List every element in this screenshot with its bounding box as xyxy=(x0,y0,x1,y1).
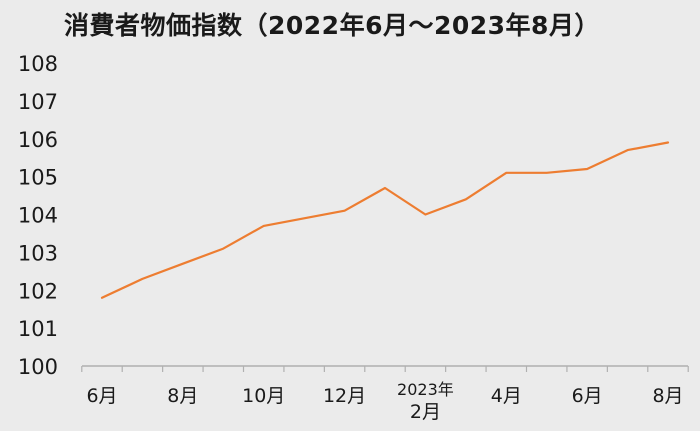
x-tick-label: 6月 xyxy=(86,385,117,407)
y-tick-label: 105 xyxy=(18,166,58,190)
series-line xyxy=(100,141,670,299)
y-tick-label: 108 xyxy=(18,52,58,76)
y-tick-label: 104 xyxy=(18,204,58,228)
x-tick-label: 2月 xyxy=(410,401,441,423)
y-tick-label: 100 xyxy=(18,355,58,379)
x-tick-label: 12月 xyxy=(323,385,366,407)
x-tick-label: 2023年 xyxy=(397,380,454,399)
y-tick-label: 107 xyxy=(18,90,58,114)
chart-title: 消費者物価指数（2022年6月～2023年8月） xyxy=(64,11,600,40)
y-tick-label: 106 xyxy=(18,128,58,152)
x-tick-label: 6月 xyxy=(572,385,603,407)
y-tick-label: 103 xyxy=(18,241,58,265)
y-tick-label: 102 xyxy=(18,279,58,303)
x-tick-label: 4月 xyxy=(491,385,522,407)
x-tick-label: 8月 xyxy=(652,385,683,407)
y-tick-label: 101 xyxy=(18,317,58,341)
x-tick-label: 10月 xyxy=(242,385,285,407)
x-tick-label: 8月 xyxy=(167,385,198,407)
